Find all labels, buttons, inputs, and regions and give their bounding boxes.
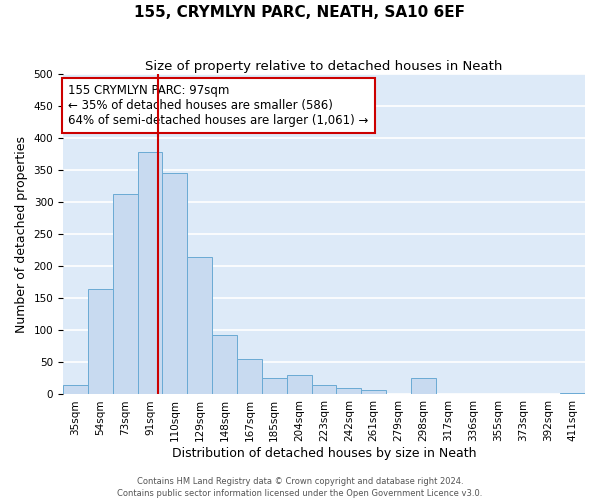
Bar	[88, 289, 113, 395]
Bar	[262, 378, 287, 394]
Bar	[212, 335, 237, 394]
Y-axis label: Number of detached properties: Number of detached properties	[15, 136, 28, 333]
X-axis label: Distribution of detached houses by size in Neath: Distribution of detached houses by size …	[172, 447, 476, 460]
Bar	[311, 385, 337, 394]
Bar	[113, 194, 137, 394]
Bar	[137, 152, 163, 394]
Bar	[287, 375, 311, 394]
Bar	[237, 359, 262, 394]
Text: 155, CRYMLYN PARC, NEATH, SA10 6EF: 155, CRYMLYN PARC, NEATH, SA10 6EF	[134, 5, 466, 20]
Bar	[411, 378, 436, 394]
Text: 155 CRYMLYN PARC: 97sqm
← 35% of detached houses are smaller (586)
64% of semi-d: 155 CRYMLYN PARC: 97sqm ← 35% of detache…	[68, 84, 368, 127]
Text: Contains HM Land Registry data © Crown copyright and database right 2024.
Contai: Contains HM Land Registry data © Crown c…	[118, 476, 482, 498]
Bar	[163, 174, 187, 394]
Bar	[187, 256, 212, 394]
Title: Size of property relative to detached houses in Neath: Size of property relative to detached ho…	[145, 60, 503, 73]
Bar	[63, 385, 88, 394]
Bar	[560, 392, 585, 394]
Bar	[361, 390, 386, 394]
Bar	[337, 388, 361, 394]
